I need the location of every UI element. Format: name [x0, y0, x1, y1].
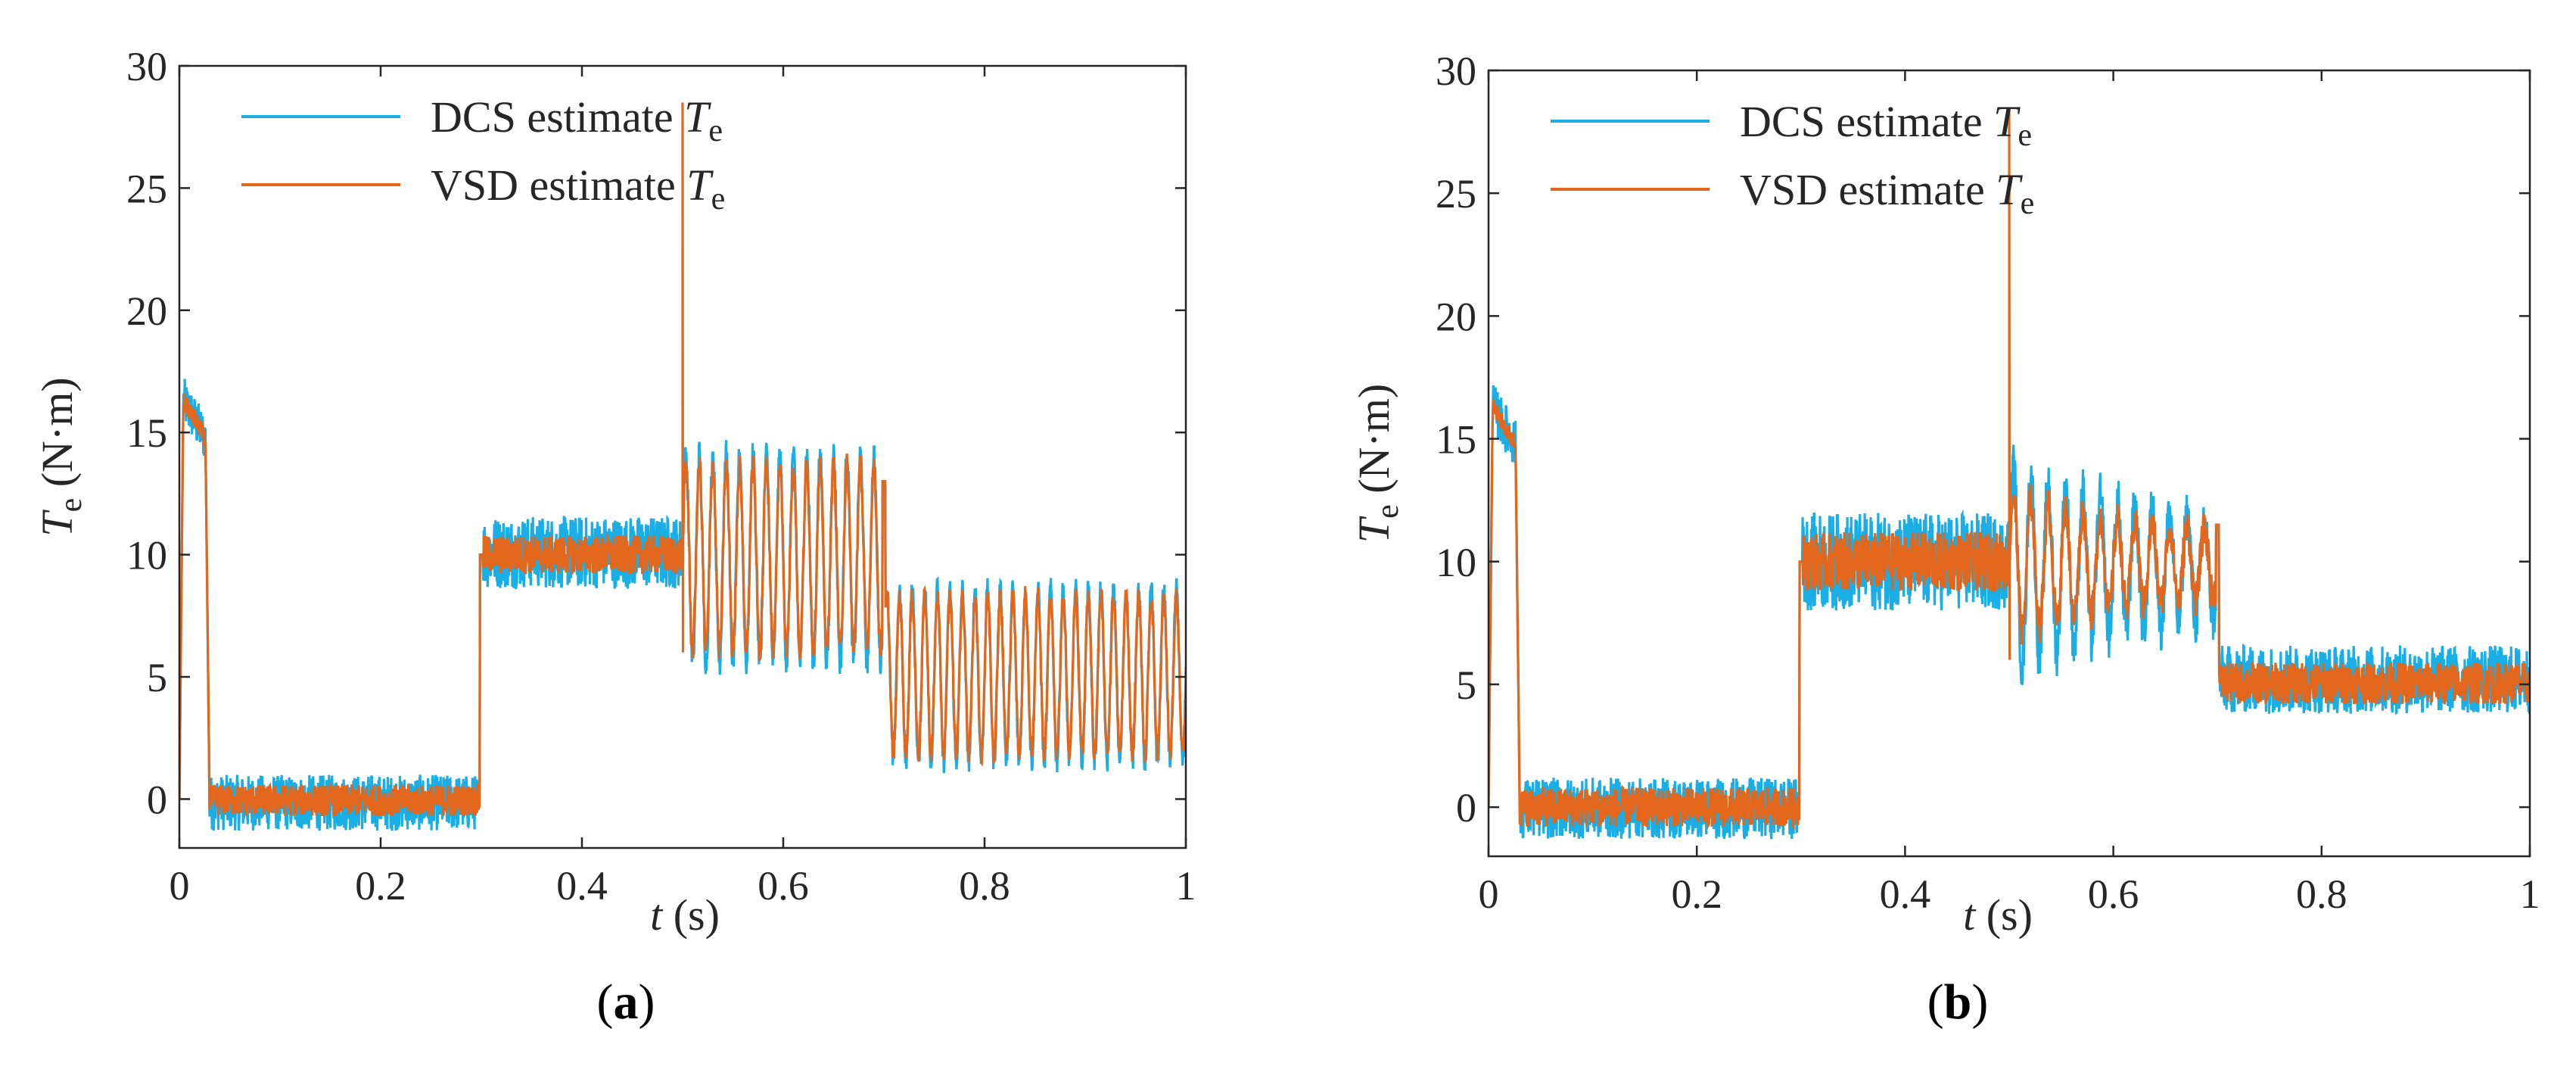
x-tick-label: 0.8	[959, 863, 1010, 909]
y-tick-label: 15	[126, 410, 167, 456]
x-tick-label: 0	[170, 863, 190, 909]
y-axis-label: Te (N·m)	[33, 377, 89, 536]
panel-label: (a)	[597, 974, 655, 1030]
y-tick-label: 20	[1436, 294, 1476, 339]
panel-label: (b)	[1927, 974, 1989, 1030]
y-tick-label: 30	[1436, 48, 1476, 94]
x-tick-label: 0.8	[2296, 871, 2347, 917]
x-tick-label: 0.4	[1880, 871, 1931, 917]
y-tick-label: 5	[147, 655, 167, 700]
legend-entry: VSD estimate Te	[431, 161, 725, 217]
y-tick-label: 25	[126, 166, 167, 211]
x-tick-label: 0.2	[355, 863, 406, 909]
series-line-vsd-estimate	[1489, 107, 2530, 831]
x-axis-label: t (s)	[650, 890, 720, 940]
legend-entry: DCS estimate Te	[1740, 97, 2032, 153]
plot-frame	[1487, 69, 2531, 858]
y-tick-label: 20	[126, 288, 167, 334]
x-tick-label: 1	[1176, 863, 1196, 909]
y-tick-label: 10	[126, 533, 167, 578]
y-tick-label: 15	[1436, 417, 1476, 463]
y-axis-label: Te (N·m)	[1349, 384, 1405, 543]
y-tick-label: 10	[1436, 540, 1476, 585]
y-tick-label: 25	[1436, 171, 1476, 217]
series-line-vsd-estimate	[179, 102, 1186, 817]
x-tick-label: 0.2	[1671, 871, 1722, 917]
x-tick-label: 0.6	[758, 863, 809, 909]
x-tick-label: 0.4	[556, 863, 608, 909]
y-tick-label: 5	[1456, 662, 1476, 708]
y-tick-label: 0	[1456, 785, 1476, 831]
x-tick-label: 0	[1479, 871, 1499, 917]
x-tick-label: 1	[2520, 871, 2540, 917]
x-tick-label: 0.6	[2088, 871, 2139, 917]
y-tick-label: 30	[126, 44, 167, 89]
x-axis-label: t (s)	[1963, 890, 2033, 940]
legend-entry: VSD estimate Te	[1740, 165, 2034, 221]
y-tick-label: 0	[147, 777, 167, 822]
plot-frame	[178, 64, 1187, 849]
legend-entry: DCS estimate Te	[431, 92, 723, 148]
